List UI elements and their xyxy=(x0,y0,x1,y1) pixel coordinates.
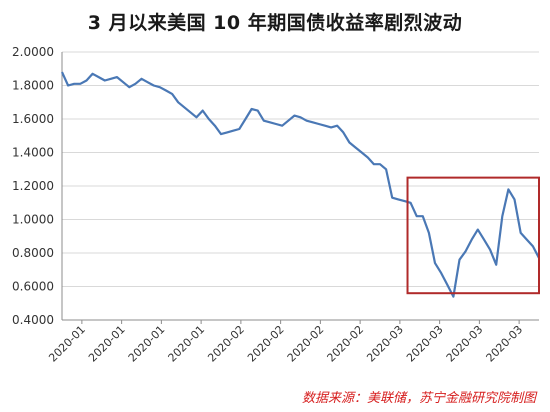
highlight-layer xyxy=(406,176,540,295)
y-tick-labels: 0.4000 0.6000 0.8000 1.0000 1.2000 1.4000 1.60… xyxy=(12,45,54,327)
x-tick-label: 2020-01 xyxy=(46,323,88,365)
y-tick-label: 1.6000 xyxy=(12,112,54,126)
y-tick-label: 0.8000 xyxy=(12,246,54,260)
x-tick-label: 2020-03 xyxy=(404,323,446,365)
x-tick-label: 2020-01 xyxy=(86,323,128,365)
x-tick-label: 2020-01 xyxy=(166,323,208,365)
x-tick-label: 2020-03 xyxy=(484,323,526,365)
y-tick-label: 1.0000 xyxy=(12,213,54,227)
x-tick-labels: 2020-012020-012020-012020-012020-022020-… xyxy=(46,323,525,365)
y-tick-label: 0.6000 xyxy=(12,280,54,294)
yield-series-line xyxy=(60,71,540,298)
y-tick-label: 1.2000 xyxy=(12,179,54,193)
series-layer xyxy=(60,71,540,298)
source-note: 数据来源：美联储，苏宁金融研究院制图 xyxy=(301,391,536,406)
x-tick-label: 2020-01 xyxy=(126,323,168,365)
y-tick-label: 2.0000 xyxy=(12,45,54,59)
x-tick-label: 2020-02 xyxy=(205,323,247,365)
grid-lines xyxy=(62,51,539,321)
highlight-box xyxy=(406,176,540,295)
y-tick-label: 1.8000 xyxy=(12,79,54,93)
y-tick-label: 1.4000 xyxy=(12,146,54,160)
chart-title: 3 月以来美国 10 年期国债收益率剧烈波动 xyxy=(87,12,463,34)
x-tick-label: 2020-02 xyxy=(325,323,367,365)
x-tick-label: 2020-03 xyxy=(364,323,406,365)
y-tick-label: 0.4000 xyxy=(12,313,54,327)
x-tick-label: 2020-03 xyxy=(444,323,486,365)
x-tick-label: 2020-02 xyxy=(245,323,287,365)
axes xyxy=(61,52,539,324)
x-tick-label: 2020-02 xyxy=(285,323,327,365)
